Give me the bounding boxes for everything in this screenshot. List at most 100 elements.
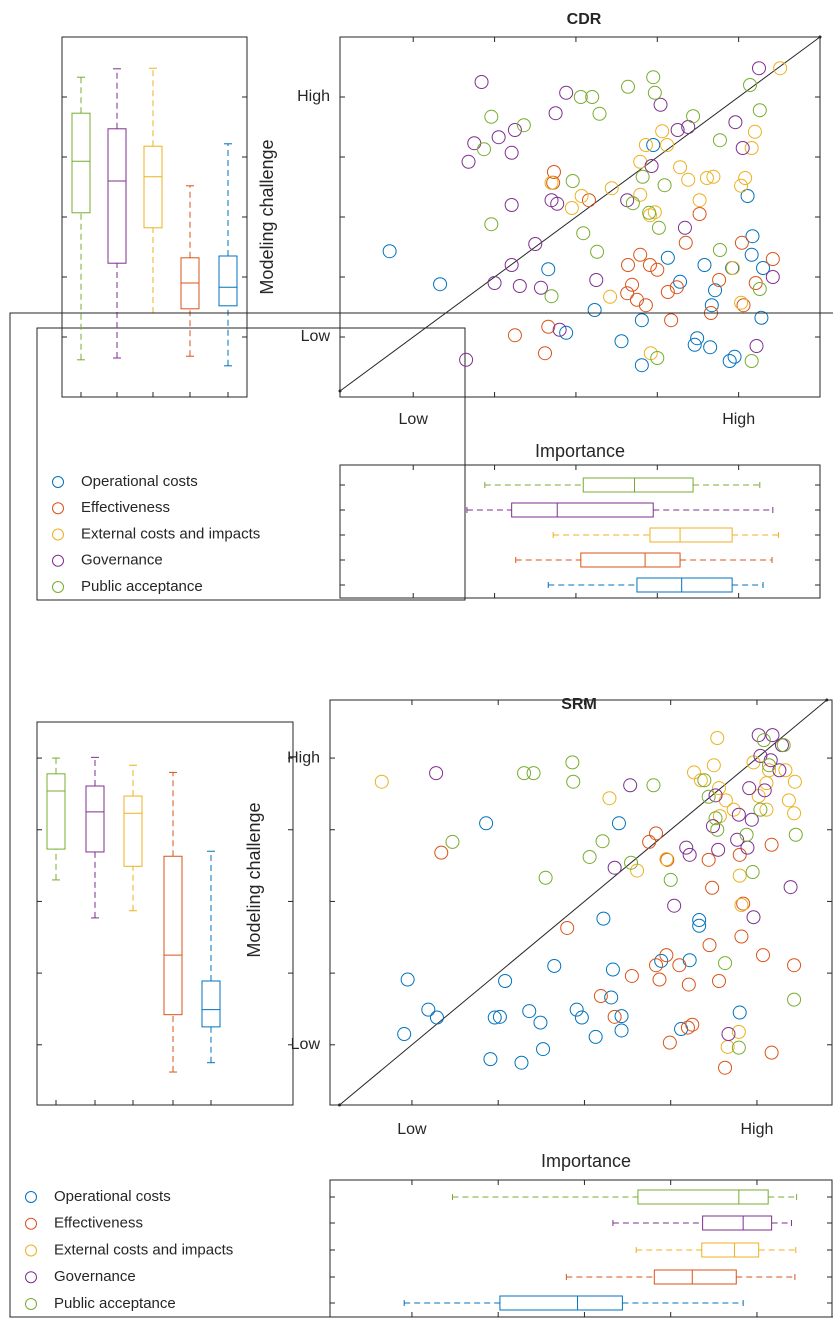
point [596,911,611,926]
point [756,261,771,275]
point [433,277,448,292]
point [587,303,602,317]
legend-marker [52,528,64,541]
point [592,106,607,121]
point [725,261,740,275]
point [445,834,460,849]
box [201,980,221,1028]
y-tick-label: Low [301,328,331,345]
point [651,220,666,235]
point [734,178,749,193]
point [461,154,476,169]
point [736,298,751,313]
point [559,325,574,340]
legend-marker [25,1271,37,1284]
legend-label: Public acceptance [81,578,203,595]
point [718,793,733,808]
point [565,755,580,770]
point [670,123,685,137]
point [702,938,717,953]
point [701,852,716,867]
point [565,174,580,188]
point [667,898,682,913]
point [736,896,751,911]
x-tick-label: High [722,411,755,428]
point [757,783,772,798]
point [764,837,779,852]
point [421,1002,436,1017]
point [706,758,721,773]
point [479,816,494,831]
point [654,953,669,968]
point [400,972,415,987]
point [663,872,678,887]
chart-title: CDR [567,11,602,28]
point [787,774,802,789]
point [512,279,527,293]
point [662,1035,677,1050]
point [764,1045,779,1060]
point [429,1010,444,1025]
point [504,145,519,160]
point [634,313,649,328]
point [686,109,701,124]
point [749,339,764,353]
point [604,990,619,1005]
point [522,1004,537,1019]
point [595,834,610,849]
point [374,774,389,789]
point [787,992,802,1007]
point [783,880,798,895]
point [762,763,777,778]
point [711,842,726,857]
point [673,160,688,175]
point [574,1010,589,1025]
point [680,1020,695,1035]
point [787,958,802,973]
point [746,910,761,925]
point [603,289,618,304]
point [547,958,562,973]
point [487,276,502,290]
point [728,115,743,130]
legend-label: Governance [54,1268,136,1285]
point [681,977,696,992]
diagonal-end [825,698,829,702]
y-axis-label: Modeling challenge [257,139,277,294]
point [660,285,675,299]
point [484,109,499,124]
point [692,207,707,221]
point [657,178,672,193]
point [484,217,499,232]
point [722,354,737,368]
point [498,973,513,988]
point [650,262,665,277]
point [703,340,718,355]
diagonal-end [818,35,822,39]
y-tick-label: High [297,88,330,105]
point [605,962,620,977]
point [550,196,565,211]
point [581,193,596,208]
point [788,827,803,842]
point [744,354,759,368]
legend-label: Effectiveness [54,1215,143,1232]
point [710,822,725,837]
point [660,852,675,867]
point [682,953,697,968]
diagonal-end [337,1103,341,1107]
point [776,738,791,753]
point [582,849,597,864]
point [644,159,659,173]
point [727,349,742,364]
point [624,968,639,983]
point [634,358,649,373]
point [544,175,559,190]
point [681,172,696,187]
point [679,840,694,855]
point [650,351,665,365]
point [773,61,788,76]
legend-marker [25,1298,37,1310]
x-tick-label: High [741,1121,774,1138]
point [712,243,727,257]
